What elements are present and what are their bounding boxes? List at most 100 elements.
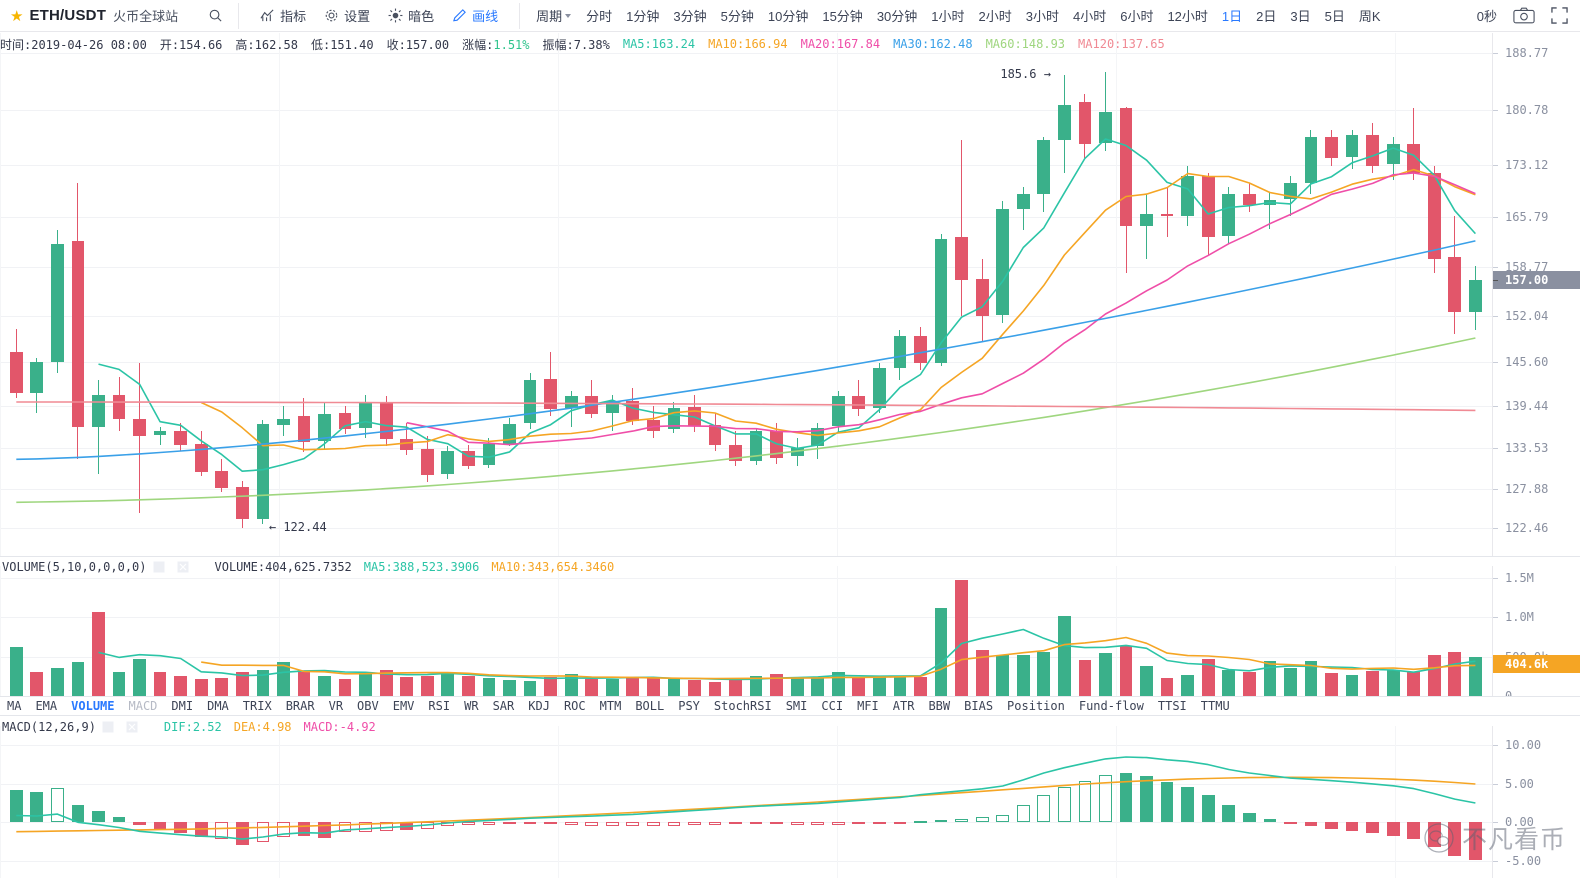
candlestick[interactable] [914, 336, 927, 364]
macd-histogram-bar[interactable] [1222, 805, 1236, 823]
volume-bar[interactable] [153, 672, 167, 696]
volume-bar[interactable] [1407, 672, 1421, 696]
search-icon[interactable] [204, 8, 226, 23]
volume-bar[interactable] [235, 672, 249, 696]
macd-histogram-bar[interactable] [708, 822, 722, 825]
price-axis[interactable]: 188.77 180.78 173.12 165.79 158.77 152.04 145.… [1492, 33, 1580, 556]
indicator-tab-roc[interactable]: ROC [563, 699, 586, 713]
indicator-tab-smi[interactable]: SMI [785, 699, 808, 713]
indicator-tab-sar[interactable]: SAR [492, 699, 515, 713]
candlestick[interactable] [626, 400, 640, 421]
period-5分钟[interactable]: 5分钟 [720, 9, 754, 24]
volume-bar[interactable] [503, 679, 516, 696]
candlestick[interactable] [133, 419, 146, 437]
macd-histogram-bar[interactable] [1242, 813, 1256, 823]
macd-axis[interactable]: 10.00 5.00 0.00 -5.00 [1492, 726, 1580, 878]
macd-histogram-bar[interactable] [852, 822, 866, 825]
gear-icon[interactable] [102, 721, 114, 733]
candlestick[interactable] [153, 431, 167, 435]
candlestick[interactable] [975, 278, 989, 316]
candlestick[interactable] [1427, 172, 1441, 259]
volume-bar[interactable] [1201, 658, 1215, 696]
macd-histogram-bar[interactable] [359, 822, 372, 832]
volume-bar[interactable] [1181, 674, 1195, 696]
volume-bar[interactable] [400, 676, 414, 696]
gear-icon[interactable] [153, 561, 165, 573]
macd-histogram-bar[interactable] [831, 822, 845, 825]
volume-bar[interactable] [482, 677, 496, 696]
indicator-tab-ma[interactable]: MA [7, 699, 22, 713]
macd-histogram-bar[interactable] [523, 822, 537, 825]
volume-bar[interactable] [585, 679, 599, 696]
volume-bar[interactable] [1386, 670, 1400, 696]
candlestick[interactable] [51, 244, 64, 362]
indicator-tab-ema[interactable]: EMA [35, 699, 58, 713]
candlestick[interactable] [1078, 102, 1092, 145]
macd-histogram-bar[interactable] [30, 791, 44, 823]
macd-histogram-bar[interactable] [873, 822, 886, 825]
candlestick[interactable] [1201, 176, 1215, 238]
macd-histogram-bar[interactable] [955, 818, 968, 823]
volume-bar[interactable] [1037, 651, 1051, 696]
period-周K[interactable]: 周K [1358, 9, 1381, 24]
macd-histogram-bar[interactable] [1119, 773, 1133, 823]
macd-chart-panel[interactable]: 10.00 5.00 0.00 -5.00 [0, 726, 1580, 878]
menu-item-theme[interactable]: 暗色 [379, 6, 443, 25]
candlestick[interactable] [441, 450, 455, 474]
candlestick[interactable] [194, 443, 208, 473]
macd-histogram-bar[interactable] [975, 817, 989, 823]
indicator-tab-dma[interactable]: DMA [207, 699, 229, 713]
volume-bar[interactable] [1366, 670, 1379, 696]
volume-bar[interactable] [1016, 655, 1030, 696]
candlestick[interactable] [318, 414, 331, 442]
macd-histogram-bar[interactable] [1284, 822, 1297, 825]
macd-histogram-bar[interactable] [1058, 786, 1071, 823]
macd-histogram-bar[interactable] [9, 790, 23, 823]
candlestick[interactable] [893, 336, 907, 368]
macd-histogram-bar[interactable] [770, 822, 784, 825]
volume-bar[interactable] [790, 677, 804, 696]
volume-bar[interactable] [297, 672, 311, 696]
volume-bar[interactable] [441, 672, 455, 696]
candlestick[interactable] [729, 444, 742, 461]
candlestick[interactable] [852, 396, 866, 410]
volume-bar[interactable] [1469, 656, 1482, 696]
candlestick[interactable] [1469, 280, 1482, 313]
candlestick[interactable] [1448, 257, 1462, 313]
macd-histogram-bar[interactable] [133, 822, 146, 826]
volume-bar[interactable] [420, 675, 434, 696]
indicator-tab-macd[interactable]: MACD [128, 699, 158, 713]
camera-icon[interactable] [1513, 7, 1535, 24]
macd-histogram-bar[interactable] [1263, 818, 1277, 823]
candlestick[interactable] [564, 396, 578, 408]
macd-histogram-bar[interactable] [1078, 780, 1092, 823]
period-30分钟[interactable]: 30分钟 [876, 9, 918, 24]
indicator-tab-wr[interactable]: WR [464, 699, 479, 713]
indicator-tab-position[interactable]: Position [1007, 699, 1065, 713]
volume-bar[interactable] [112, 672, 126, 696]
volume-bar[interactable] [1325, 673, 1338, 696]
macd-histogram-bar[interactable] [564, 822, 578, 825]
macd-histogram-bar[interactable] [1366, 822, 1379, 834]
volume-bar[interactable] [30, 672, 44, 696]
indicator-tab-obv[interactable]: OBV [357, 699, 379, 713]
candlestick[interactable] [1325, 136, 1338, 159]
indicator-tab-boll[interactable]: BOLL [635, 699, 665, 713]
candlestick[interactable] [482, 443, 496, 465]
volume-bar[interactable] [729, 679, 742, 696]
volume-bar[interactable] [1345, 674, 1359, 696]
candlestick[interactable] [996, 208, 1010, 315]
macd-histogram-bar[interactable] [996, 814, 1010, 823]
macd-histogram-bar[interactable] [914, 820, 927, 823]
volume-bar[interactable] [688, 679, 701, 696]
period-10分钟[interactable]: 10分钟 [767, 9, 809, 24]
macd-histogram-bar[interactable] [71, 805, 85, 823]
volume-bar[interactable] [174, 676, 188, 696]
volume-bar[interactable] [1160, 677, 1174, 696]
period-1分钟[interactable]: 1分钟 [626, 9, 660, 24]
candlestick[interactable] [92, 394, 105, 428]
period-6小时[interactable]: 6小时 [1120, 9, 1154, 24]
indicator-tab-stochrsi[interactable]: StochRSI [713, 699, 772, 713]
volume-bar[interactable] [523, 680, 537, 696]
macd-histogram-bar[interactable] [482, 822, 496, 825]
